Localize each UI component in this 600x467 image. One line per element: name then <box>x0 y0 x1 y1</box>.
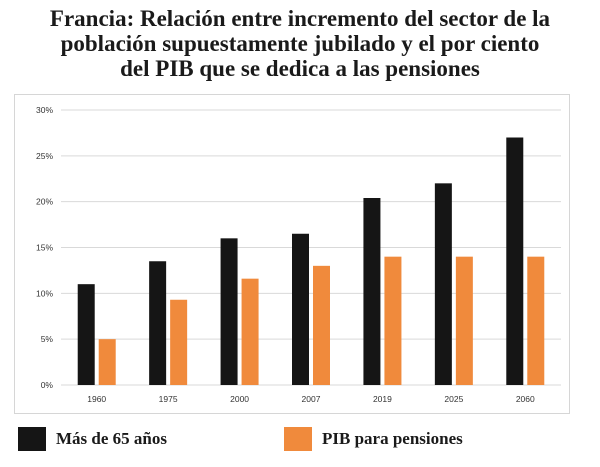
legend-label-series2: PIB para pensiones <box>322 429 463 448</box>
y-tick-label: 10% <box>36 288 53 298</box>
bar-series2 <box>98 339 116 385</box>
y-tick-label: 25% <box>36 151 53 161</box>
x-tick-label: 2060 <box>516 394 535 404</box>
bar-series1 <box>149 261 167 385</box>
bar-series1 <box>292 233 309 385</box>
x-tick-label: 1975 <box>159 394 178 404</box>
bar-series2 <box>384 256 402 385</box>
title-line-1: Francia: Relación entre incremento del s… <box>49 6 551 31</box>
chart-title: Francia: Relación entre incremento del s… <box>0 6 600 81</box>
bar-series1 <box>434 183 452 385</box>
bar-series2 <box>241 278 259 385</box>
bar-series2 <box>170 299 188 385</box>
bar-series2 <box>313 265 330 385</box>
bar-series2 <box>455 256 473 385</box>
bar-series1 <box>77 284 95 385</box>
x-tick-label: 2025 <box>444 394 463 404</box>
chart-area: 0% 5% 10% 15% 20% 25% 30% 1960 1975 2000 2007 2019 2… <box>14 94 570 414</box>
y-tick-label: 30% <box>36 105 53 115</box>
title-line-2: población supuestamente jubilado y el po… <box>60 31 540 56</box>
x-tick-label: 2007 <box>302 394 321 404</box>
y-tick-label: 20% <box>36 197 53 207</box>
legend-item-series1: Más de 65 años <box>18 424 167 454</box>
bar-series1 <box>220 238 238 385</box>
bar-series1 <box>506 137 524 385</box>
y-tick-label: 15% <box>36 243 53 253</box>
legend-swatch-series1 <box>18 427 46 451</box>
legend-item-series2: PIB para pensiones <box>284 424 463 454</box>
bar-series2 <box>527 256 545 385</box>
x-tick-label: 1960 <box>87 394 106 404</box>
y-tick-label: 5% <box>41 334 54 344</box>
legend-label-series1: Más de 65 años <box>56 429 167 448</box>
bar-series1 <box>363 198 381 385</box>
x-tick-label: 2000 <box>230 394 249 404</box>
title-line-3: del PIB que se dedica a las pensiones <box>120 56 480 81</box>
x-tick-label: 2019 <box>373 394 392 404</box>
y-tick-label: 0% <box>41 380 54 390</box>
bar-chart: 0% 5% 10% 15% 20% 25% 30% 1960 1975 2000 2007 2019 2… <box>36 105 561 404</box>
legend-swatch-series2 <box>284 427 312 451</box>
